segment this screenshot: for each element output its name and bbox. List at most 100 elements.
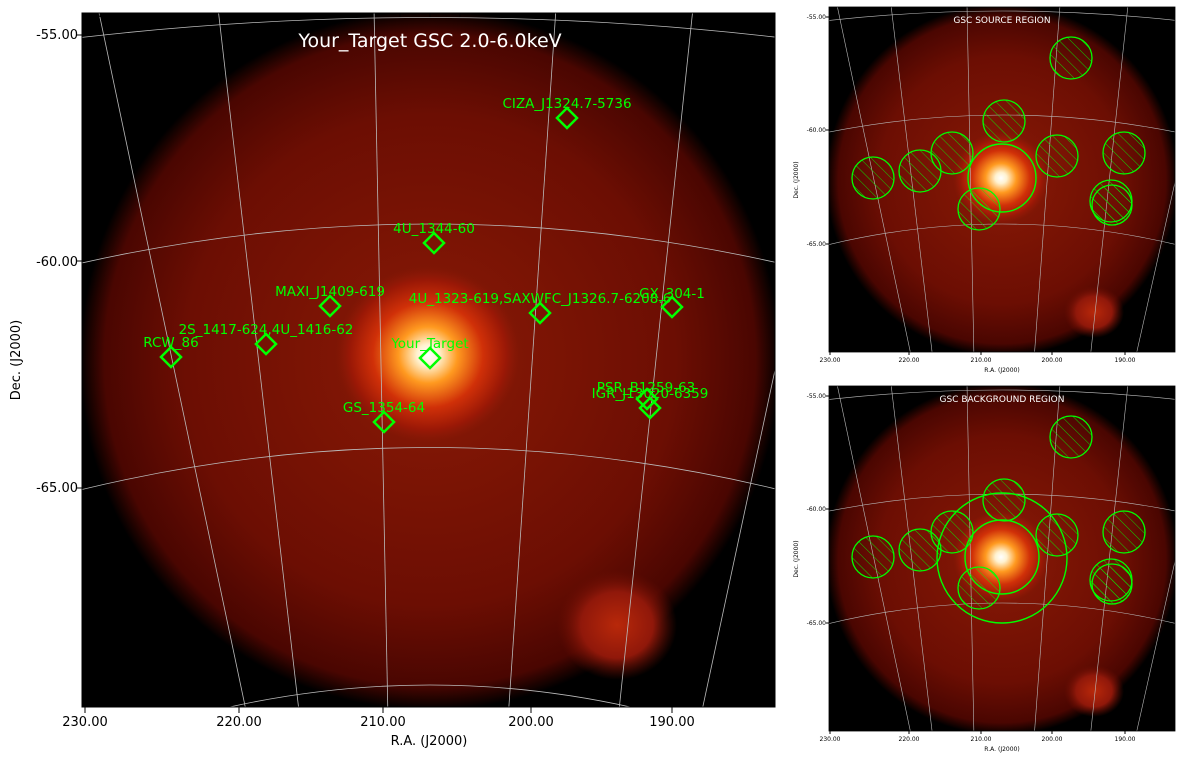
main-ytick: -60.00 <box>36 255 78 270</box>
bkg-xtick: 230.00 <box>820 736 841 743</box>
src-coordinate-grid <box>829 7 1175 352</box>
excluded-region <box>982 99 1026 143</box>
bkg-frame <box>828 385 1176 732</box>
source-label: GS_1354-64 <box>343 400 425 416</box>
source-label: 4U_1344-60 <box>393 221 475 237</box>
bkg-ytick: -55.00 <box>807 393 827 400</box>
bkg-xtick: 190.00 <box>1115 736 1136 743</box>
src-xtick: 190.00 <box>1115 357 1136 364</box>
source-markers: CIZA_J1324.7-5736 4U_1344-60 MAXI_J1409-61… <box>143 96 709 434</box>
source-marker <box>372 410 396 434</box>
source-label: Your_Target <box>390 336 468 352</box>
main-xtick: 210.00 <box>360 715 406 730</box>
excluded-region <box>982 478 1026 522</box>
src-ytick: -55.00 <box>807 14 827 21</box>
main-xtick: 230.00 <box>62 715 108 730</box>
bkg-xtick: 220.00 <box>899 736 920 743</box>
grid-ra-200 <box>508 13 557 707</box>
bkg-ytick: -60.00 <box>807 506 827 513</box>
main-title: Your_Target GSC 2.0-6.0keV <box>297 30 561 52</box>
source-marker <box>528 301 552 325</box>
background-annulus-outer <box>936 492 1068 624</box>
main-panel: Your_Target GSC 2.0-6.0keV CIZA_J1324.7-… <box>9 12 776 749</box>
bkg-regions <box>851 415 1146 624</box>
source-marker <box>418 346 442 370</box>
grid-line <box>1136 180 1175 352</box>
grid-ra-220 <box>218 13 299 707</box>
main-xtick: 200.00 <box>508 715 554 730</box>
source-marker <box>635 387 659 411</box>
src-frame <box>828 6 1176 353</box>
source-label: MAXI_J1409-619 <box>275 284 385 300</box>
excluded-region <box>898 528 942 572</box>
source-label: CIZA_J1324.7-5736 <box>502 96 631 112</box>
bkg-xtick: 200.00 <box>1042 736 1063 743</box>
src-axis-ticks <box>826 16 1126 355</box>
source-region-circle <box>967 143 1037 213</box>
excluded-region <box>898 149 942 193</box>
grid-line <box>1136 559 1175 731</box>
excluded-region <box>1049 415 1093 459</box>
src-regions <box>851 36 1146 231</box>
main-ytick: -55.00 <box>36 28 78 43</box>
grid-line <box>829 389 1175 400</box>
grid-line <box>966 7 975 352</box>
main-xtick: 190.00 <box>649 715 695 730</box>
excluded-region <box>957 566 1001 610</box>
grid-line <box>829 10 1175 21</box>
bkg-ylabel: Dec. (J2000) <box>793 540 800 577</box>
main-xtick: 220.00 <box>216 715 262 730</box>
main-xlabel: R.A. (J2000) <box>391 734 468 749</box>
src-xtick: 230.00 <box>820 357 841 364</box>
main-frame <box>81 12 776 708</box>
excluded-region <box>1091 184 1133 226</box>
bkg-axis-ticks <box>826 395 1126 734</box>
excluded-region <box>1102 510 1146 554</box>
src-ytick: -60.00 <box>807 127 827 134</box>
source-label: IGR_J13020-6359 <box>592 386 709 402</box>
src-xlabel: R.A. (J2000) <box>984 367 1019 374</box>
excluded-region <box>851 535 895 579</box>
grid-line <box>829 602 1175 624</box>
grid-line <box>966 386 975 731</box>
grid-dec-65 <box>82 447 775 490</box>
excluded-region <box>1035 513 1079 557</box>
source-marker <box>422 231 446 255</box>
background-region-panel: GSC BACKGROUND REGION 230.00 220.00 210.… <box>793 385 1176 753</box>
grid-dec-70 <box>228 684 632 707</box>
grid-ra-210 <box>373 13 389 707</box>
src-title: GSC SOURCE REGION <box>953 16 1050 26</box>
excluded-region <box>1049 36 1093 80</box>
bkg-ytick: -65.00 <box>807 620 827 627</box>
main-secondary-emission <box>557 570 677 680</box>
grid-ra-180 <box>702 368 775 707</box>
src-ylabel: Dec. (J2000) <box>793 161 800 198</box>
grid-ra-190 <box>618 13 693 707</box>
grid-dec-55 <box>82 17 775 38</box>
source-label: GX_304-1 <box>639 286 705 302</box>
grid-dec-60 <box>82 223 775 264</box>
src-xtick: 220.00 <box>899 357 920 364</box>
main-ytick: -65.00 <box>36 481 78 496</box>
bkg-secondary-emission <box>1064 665 1124 717</box>
excluded-region <box>1035 134 1079 178</box>
source-marker <box>254 332 278 356</box>
source-marker <box>660 295 684 319</box>
bkg-xlabel: R.A. (J2000) <box>984 746 1019 753</box>
excluded-region <box>957 187 1001 231</box>
source-label: RCW_86 <box>143 335 198 351</box>
main-ylabel: Dec. (J2000) <box>9 320 24 400</box>
source-marker <box>555 106 579 130</box>
source-label: PSR_B1259-63 <box>597 380 696 396</box>
excluded-region <box>1102 131 1146 175</box>
excluded-region <box>851 156 895 200</box>
excluded-region <box>1091 563 1133 605</box>
bkg-xtick: 210.00 <box>971 736 992 743</box>
src-xtick: 200.00 <box>1042 357 1063 364</box>
source-label: 4U_1323-619,SAXWFC_J1326.7-6208.6 <box>409 291 671 307</box>
bkg-title: GSC BACKGROUND REGION <box>940 395 1065 405</box>
source-marker <box>159 345 183 369</box>
source-label: 2S_1417-624,4U_1416-62 <box>179 322 354 338</box>
src-xtick: 210.00 <box>971 357 992 364</box>
